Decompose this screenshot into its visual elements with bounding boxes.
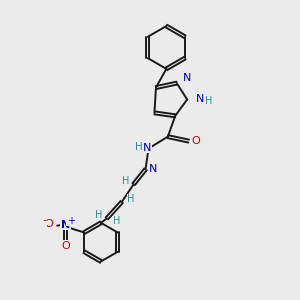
- Text: O: O: [62, 241, 70, 250]
- Text: N: N: [143, 143, 151, 153]
- Text: H: H: [135, 142, 143, 152]
- Text: O: O: [192, 136, 200, 146]
- Text: +: +: [67, 216, 75, 226]
- Text: N: N: [149, 164, 157, 174]
- Text: N: N: [183, 73, 191, 83]
- Text: H: H: [113, 216, 120, 226]
- Text: H: H: [122, 176, 129, 186]
- Text: -: -: [43, 215, 47, 225]
- Text: O: O: [45, 219, 53, 229]
- Text: H: H: [95, 210, 102, 220]
- Text: H: H: [127, 194, 134, 204]
- Text: H: H: [205, 96, 212, 106]
- Text: N: N: [61, 220, 70, 230]
- Text: N: N: [195, 94, 204, 104]
